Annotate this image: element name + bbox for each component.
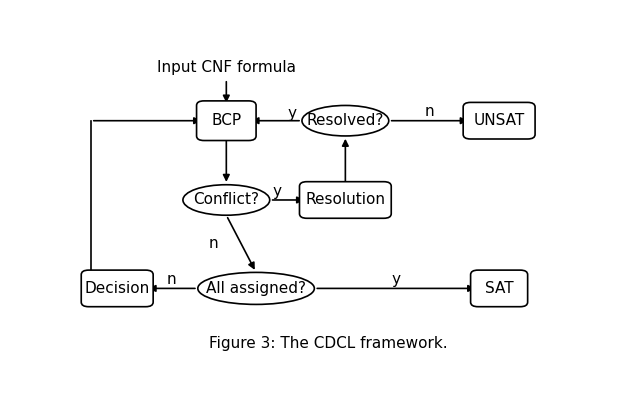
Ellipse shape xyxy=(198,272,314,305)
Text: n: n xyxy=(425,104,435,119)
Ellipse shape xyxy=(183,185,269,215)
Text: Resolved?: Resolved? xyxy=(307,113,384,128)
FancyBboxPatch shape xyxy=(196,101,256,141)
Text: UNSAT: UNSAT xyxy=(474,113,525,128)
FancyBboxPatch shape xyxy=(470,270,527,307)
Text: y: y xyxy=(287,106,296,120)
Ellipse shape xyxy=(302,105,388,136)
FancyBboxPatch shape xyxy=(300,182,391,218)
Text: Resolution: Resolution xyxy=(305,192,385,208)
Text: y: y xyxy=(392,272,401,287)
Text: y: y xyxy=(273,184,282,199)
Text: Input CNF formula: Input CNF formula xyxy=(157,60,296,75)
Text: n: n xyxy=(209,236,219,251)
Text: BCP: BCP xyxy=(211,113,241,128)
Text: SAT: SAT xyxy=(485,281,513,296)
Text: n: n xyxy=(167,272,177,287)
FancyBboxPatch shape xyxy=(463,103,535,139)
Text: All assigned?: All assigned? xyxy=(206,281,306,296)
FancyBboxPatch shape xyxy=(81,270,153,307)
Text: Figure 3: The CDCL framework.: Figure 3: The CDCL framework. xyxy=(209,336,447,351)
Text: Conflict?: Conflict? xyxy=(193,192,259,208)
Text: Decision: Decision xyxy=(84,281,150,296)
